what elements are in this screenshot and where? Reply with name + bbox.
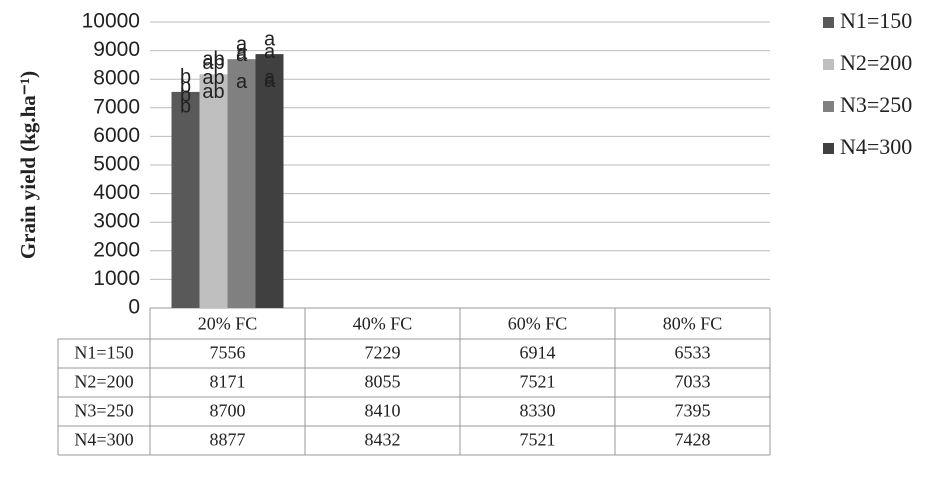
table-cell: 8410 [365,401,401,421]
annotation: ab [202,67,224,89]
table-cell: 8877 [210,430,246,450]
annotation: b [180,66,191,88]
annotation: a [264,28,276,50]
y-tick-label: 1000 [93,267,140,290]
table-cell: 8700 [210,401,246,421]
annotation: a [236,33,248,55]
annotation: a [236,42,248,64]
y-tick-label: 6000 [93,124,140,147]
table-cell: 8330 [520,401,556,421]
legend-swatch [823,143,834,154]
annotation: a [264,41,276,63]
legend-swatch [823,59,834,70]
y-tick-label: 3000 [93,210,140,233]
y-tick-label: 4000 [93,181,140,204]
table-cell: 8171 [210,372,246,392]
table-row-label: N4=300 [74,430,133,450]
bar [199,106,228,308]
annotation: b [180,95,191,117]
legend-label: N4=300 [840,134,912,159]
y-tick-label: 2000 [93,238,140,261]
x-tick-label: 40% FC [353,314,413,334]
y-tick-label: 8000 [93,67,140,90]
annotation: a [236,71,248,93]
legend-swatch [823,17,834,28]
x-tick-label: 60% FC [508,314,568,334]
y-tick-label: 5000 [93,153,140,176]
y-tick-label: 9000 [93,38,140,61]
table-cell: 6533 [675,343,711,363]
annotation: ab [202,52,224,74]
annotation: a [264,67,276,89]
table-cell: 7033 [675,372,711,392]
table-cell: 7556 [210,343,246,363]
bar [227,96,256,309]
annotation: ab [202,81,224,103]
table-cell: 7395 [675,401,711,421]
annotation: b [180,76,191,98]
annotation: a [264,70,276,92]
table-row-label: N1=150 [74,343,133,363]
table-row-label: N3=250 [74,401,133,421]
table-cell: 7229 [365,343,401,363]
legend-label: N3=250 [840,92,912,117]
table-cell: 7521 [520,372,556,392]
x-tick-label: 20% FC [198,314,258,334]
x-tick-label: 80% FC [663,314,723,334]
legend-swatch [823,101,834,112]
table-cell: 8432 [365,430,401,450]
table-row-label: N2=200 [74,372,133,392]
bar [171,121,200,309]
annotation: ab [202,49,224,71]
bar [255,95,284,308]
y-axis-label: Grain yield (kg.ha⁻¹) [16,71,40,259]
table-cell: 6914 [520,343,556,363]
y-tick-label: 7000 [93,95,140,118]
legend-label: N2=200 [840,50,912,75]
y-tick-label: 0 [128,296,140,319]
y-tick-label: 10000 [82,10,140,33]
legend-label: N1=150 [840,8,912,33]
table-cell: 7521 [520,430,556,450]
annotation: b [180,85,191,107]
annotation: a [236,44,248,66]
table-cell: 8055 [365,372,401,392]
table-cell: 7428 [675,430,711,450]
